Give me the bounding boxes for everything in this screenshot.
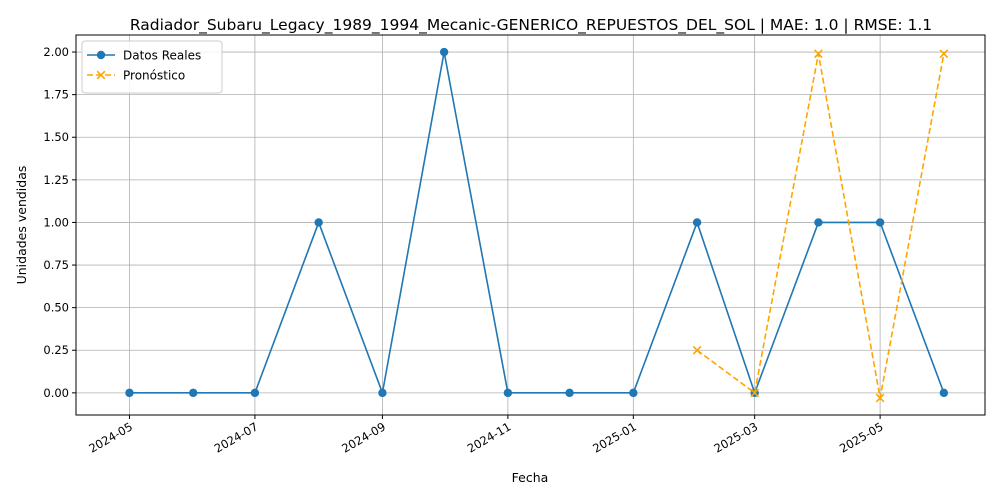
- legend-label: Pronóstico: [123, 69, 185, 83]
- y-tick-label: 1.00: [43, 215, 69, 229]
- data-point: [939, 388, 949, 398]
- y-tick-label: 1.25: [43, 173, 69, 187]
- data-point: [378, 388, 387, 398]
- data-point: [189, 388, 198, 398]
- y-axis-label: Unidades vendidas: [14, 166, 29, 285]
- data-point: [125, 388, 134, 398]
- data-point: [565, 388, 574, 398]
- x-axis-label: Fecha: [512, 470, 549, 485]
- series-layer: [125, 47, 949, 403]
- data-point: [875, 218, 885, 227]
- data-point: [814, 218, 823, 227]
- plot-frame: [75, 34, 986, 416]
- series-line: [129, 51, 945, 396]
- y-tick-label: 0.00: [43, 386, 69, 400]
- data-point: [503, 388, 513, 398]
- legend-box: [81, 40, 223, 94]
- legend-marker: [96, 50, 106, 60]
- data-point: [750, 388, 760, 398]
- y-tick-label: 1.50: [43, 130, 69, 144]
- data-point: [314, 218, 323, 227]
- data-point: [250, 388, 260, 398]
- legend-label: Datos Reales: [123, 49, 201, 63]
- data-point: [692, 218, 702, 227]
- series-2: [692, 49, 949, 403]
- data-point: [692, 345, 702, 355]
- data-point: [814, 49, 823, 59]
- data-point: [439, 47, 449, 57]
- y-tick-label: 2.00: [43, 45, 69, 59]
- data-point: [629, 388, 638, 398]
- y-tick-label: 0.75: [43, 258, 69, 272]
- legend-marker: [96, 70, 106, 80]
- legend: Datos Reales Pronóstico: [81, 40, 223, 94]
- y-tick-label: 0.25: [43, 343, 69, 357]
- y-tick-label: 0.50: [43, 301, 69, 315]
- data-point: [875, 393, 885, 403]
- plot-area: [76, 35, 985, 415]
- chart-title: Radiador_Subaru_Legacy_1989_1994_Mecanic…: [130, 16, 932, 35]
- data-point: [939, 49, 949, 59]
- y-tick-label: 1.75: [43, 88, 69, 102]
